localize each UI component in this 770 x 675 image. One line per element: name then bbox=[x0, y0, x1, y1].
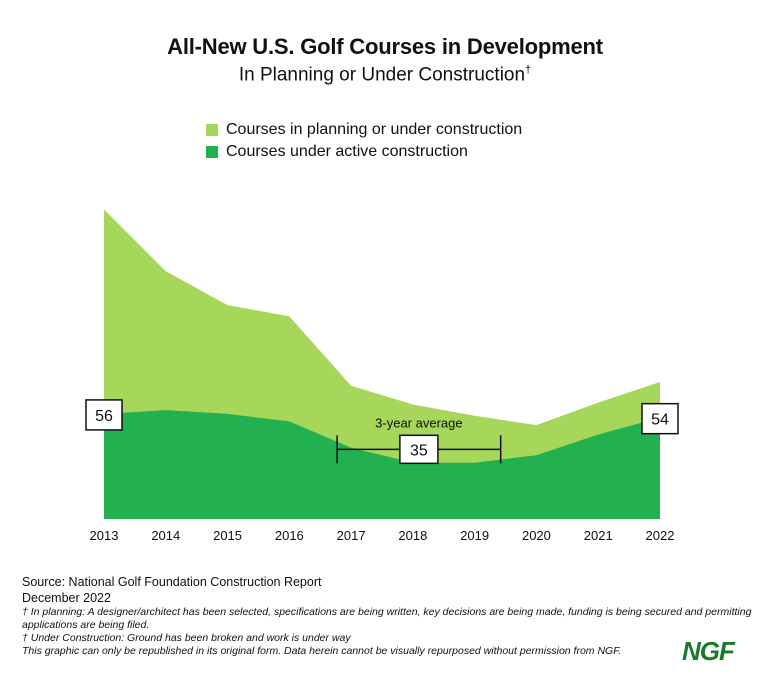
legend-swatch-active bbox=[206, 146, 218, 158]
legend: Courses in planning or under constructio… bbox=[206, 119, 522, 163]
footnote-republish: This graphic can only be republished in … bbox=[22, 645, 622, 657]
data-label-2013: 56 bbox=[85, 399, 123, 431]
average-value-box bbox=[399, 434, 439, 465]
subtitle-dagger: † bbox=[525, 64, 532, 76]
data-label-text: 54 bbox=[651, 412, 669, 429]
x-tick-label: 2021 bbox=[584, 528, 613, 543]
footnote-construction: † Under Construction: Ground has been br… bbox=[22, 632, 351, 644]
data-label-2022: 54 bbox=[641, 402, 679, 435]
subtitle-text: In Planning or Under Construction bbox=[238, 64, 526, 86]
x-tick-label: 2020 bbox=[522, 528, 551, 543]
footnote-planning: † In planning: A designer/architect has … bbox=[22, 606, 752, 631]
chart-subtitle: In Planning or Under Construction† bbox=[0, 64, 770, 86]
x-tick-label: 2019 bbox=[460, 528, 489, 543]
x-tick-label: 2018 bbox=[398, 528, 427, 543]
x-tick-label: 2022 bbox=[646, 528, 675, 543]
legend-item-active: Courses under active construction bbox=[206, 141, 522, 163]
x-tick-label: 2016 bbox=[275, 528, 304, 543]
source-date: December 2022 bbox=[22, 591, 111, 605]
footer: Source: National Golf Foundation Constru… bbox=[22, 574, 762, 658]
data-label-text: 56 bbox=[95, 408, 113, 425]
ngf-logo: NGF bbox=[682, 636, 735, 666]
x-tick-label: 2017 bbox=[337, 528, 366, 543]
data-label-box bbox=[641, 402, 679, 435]
average-label: 3-year average bbox=[375, 415, 462, 430]
area-series-active bbox=[104, 410, 660, 519]
legend-swatch-planning bbox=[206, 124, 218, 136]
legend-label-planning: Courses in planning or under constructio… bbox=[226, 121, 523, 138]
legend-item-planning: Courses in planning or under constructio… bbox=[206, 119, 522, 141]
data-label-box bbox=[85, 399, 123, 431]
x-tick-label: 2015 bbox=[213, 528, 242, 543]
x-tick-label: 2014 bbox=[151, 528, 180, 543]
source-text: Source: National Golf Foundation Constru… bbox=[22, 575, 322, 589]
chart-title: All-New U.S. Golf Courses in Development bbox=[167, 34, 603, 59]
x-tick-label: 2013 bbox=[90, 528, 119, 543]
average-value: 35 bbox=[410, 442, 428, 459]
legend-label-active: Courses under active construction bbox=[226, 143, 468, 160]
area-chart: 2013 2014 2015 2016 2017 2018 2019 2020 2021 2022… bbox=[85, 209, 679, 543]
